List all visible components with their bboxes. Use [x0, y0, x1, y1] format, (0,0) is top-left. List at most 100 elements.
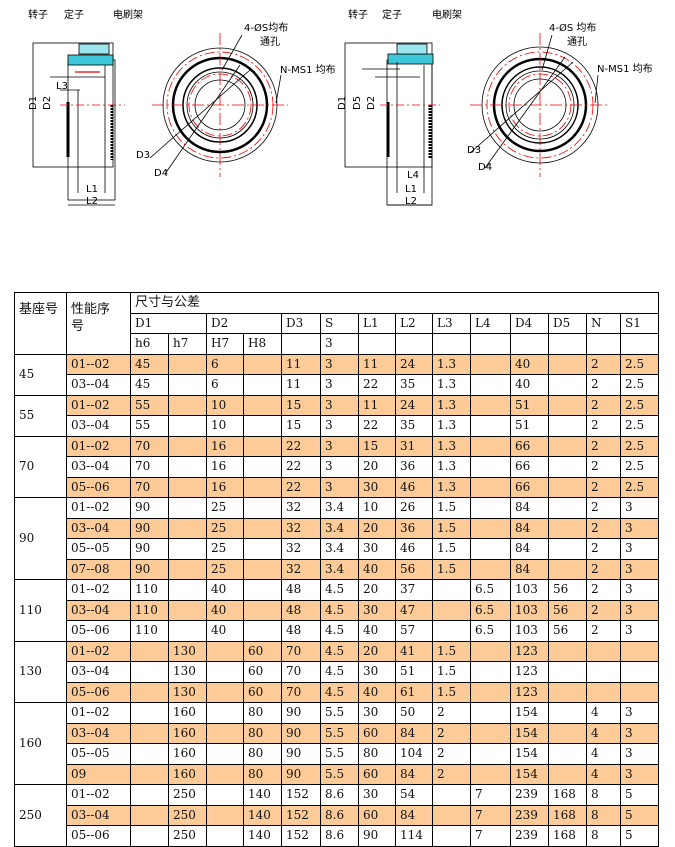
tolerance-cell	[432, 333, 471, 355]
value-cell: 1.5	[432, 517, 471, 539]
value-cell: 103	[510, 620, 549, 642]
value-cell: 2	[432, 702, 471, 724]
value-cell: 22	[358, 374, 396, 396]
value-cell	[168, 517, 207, 539]
value-cell: 152	[281, 784, 321, 806]
value-cell: 6	[206, 353, 244, 375]
label-through-hole: 通孔	[260, 36, 280, 48]
value-cell	[586, 661, 621, 683]
value-cell: 31	[395, 435, 433, 457]
value-cell: 1.5	[432, 681, 471, 703]
value-cell: 70	[281, 681, 321, 703]
value-cell: 2	[586, 620, 621, 642]
value-cell: 56	[548, 599, 587, 621]
value-cell: 152	[281, 825, 321, 847]
table-row: 160 01--02 160 80 90 5.5 30 50 2 154 4 3	[14, 702, 660, 785]
value-cell: 35	[395, 415, 433, 437]
value-cell: 3	[619, 558, 660, 580]
label-d2-2: D2	[366, 96, 377, 110]
value-cell: 24	[395, 353, 433, 375]
value-cell	[432, 599, 471, 621]
value-cell	[548, 661, 587, 683]
table-row: 55 01--02 55 10 15 3 11 24 1.3 51 2 2.5	[14, 394, 660, 437]
value-cell	[432, 825, 471, 847]
value-cell: 154	[510, 722, 549, 744]
value-cell	[206, 640, 244, 662]
header-dims: 尺寸与公差	[129, 292, 660, 314]
tolerance-cell: h7	[168, 333, 207, 355]
value-cell: 80	[358, 743, 396, 765]
value-cell	[548, 558, 587, 580]
value-cell	[168, 476, 207, 498]
value-cell	[470, 353, 511, 375]
table-row: 70 01--02 70 16 22 3 15 31 1.3 66 2 2.5	[14, 435, 660, 498]
value-cell	[548, 374, 587, 396]
header-seq: 性能序号	[66, 292, 131, 355]
value-cell: 250	[168, 804, 207, 826]
value-cell: 154	[510, 743, 549, 765]
value-cell: 40	[510, 374, 549, 396]
label-d1: D1	[28, 96, 39, 110]
value-cell: 40	[510, 353, 549, 375]
value-cell: 7	[470, 784, 511, 806]
value-cell: 51	[510, 415, 549, 437]
base-size-cell: 90	[14, 497, 67, 580]
technical-drawings: 转子 定子 电刷架 D1 D2 L3 L1 L2 4-ØS均布 通孔 N-MS1…	[28, 8, 653, 207]
value-cell: 2.5	[619, 435, 660, 457]
value-cell: 123	[510, 681, 549, 703]
value-cell: 24	[395, 394, 433, 416]
value-cell	[548, 415, 587, 437]
value-cell: 2.5	[619, 415, 660, 437]
table-row: 05--06 110 40 48 4.5 40 57 6.5 103 56 2 3	[15, 620, 660, 642]
value-cell: 2.5	[619, 374, 660, 396]
value-cell	[470, 661, 511, 683]
label-d4: D4	[154, 168, 168, 179]
value-cell: 123	[510, 661, 549, 683]
value-cell: 1.5	[432, 558, 471, 580]
dimension-table: 基座号 性能序号 尺寸与公差 D1 D2 D3 S L1 L2 L3 L4 D4 D5 N S1 h6…	[14, 292, 660, 847]
seq-cell: 05--06	[66, 825, 131, 847]
seq-cell: 01--02	[66, 394, 131, 416]
value-cell	[548, 538, 587, 560]
value-cell	[168, 456, 207, 478]
value-cell: 6	[206, 374, 244, 396]
value-cell: 4.5	[320, 579, 359, 601]
value-cell	[243, 497, 282, 519]
label-l4-2: L4	[407, 170, 419, 181]
value-cell	[548, 702, 587, 724]
value-cell	[168, 497, 207, 519]
seq-cell: 03--04	[66, 599, 131, 621]
value-cell: 20	[358, 517, 396, 539]
value-cell	[206, 763, 244, 785]
value-cell: 70	[130, 456, 169, 478]
label-brush-holder-2: 电刷架	[432, 8, 462, 21]
value-cell: 103	[510, 599, 549, 621]
value-cell: 2	[586, 456, 621, 478]
value-cell: 4.5	[320, 661, 359, 683]
value-cell: 32	[281, 538, 321, 560]
value-cell	[130, 825, 169, 847]
value-cell: 2	[586, 558, 621, 580]
value-cell: 1.3	[432, 435, 471, 457]
value-cell: 60	[243, 661, 282, 683]
value-cell	[168, 374, 207, 396]
tolerance-cell	[510, 333, 549, 355]
value-cell: 90	[130, 538, 169, 560]
value-cell: 70	[130, 435, 169, 457]
value-cell	[206, 804, 244, 826]
col-header-n: N	[586, 312, 621, 334]
value-cell: 66	[510, 456, 549, 478]
table-row: 03--04 70 16 22 3 20 36 1.3 66 2 2.5	[15, 456, 660, 478]
value-cell: 110	[130, 620, 169, 642]
value-cell: 90	[130, 558, 169, 580]
label-rotor: 转子	[28, 8, 48, 21]
value-cell: 114	[395, 825, 433, 847]
value-cell	[243, 456, 282, 478]
drawing-left-front-view	[149, 33, 288, 177]
seq-cell: 03--04	[66, 517, 131, 539]
value-cell: 84	[510, 517, 549, 539]
value-cell	[432, 620, 471, 642]
value-cell: 140	[243, 825, 282, 847]
tolerance-cell: 3	[320, 333, 359, 355]
value-cell: 8	[586, 825, 621, 847]
